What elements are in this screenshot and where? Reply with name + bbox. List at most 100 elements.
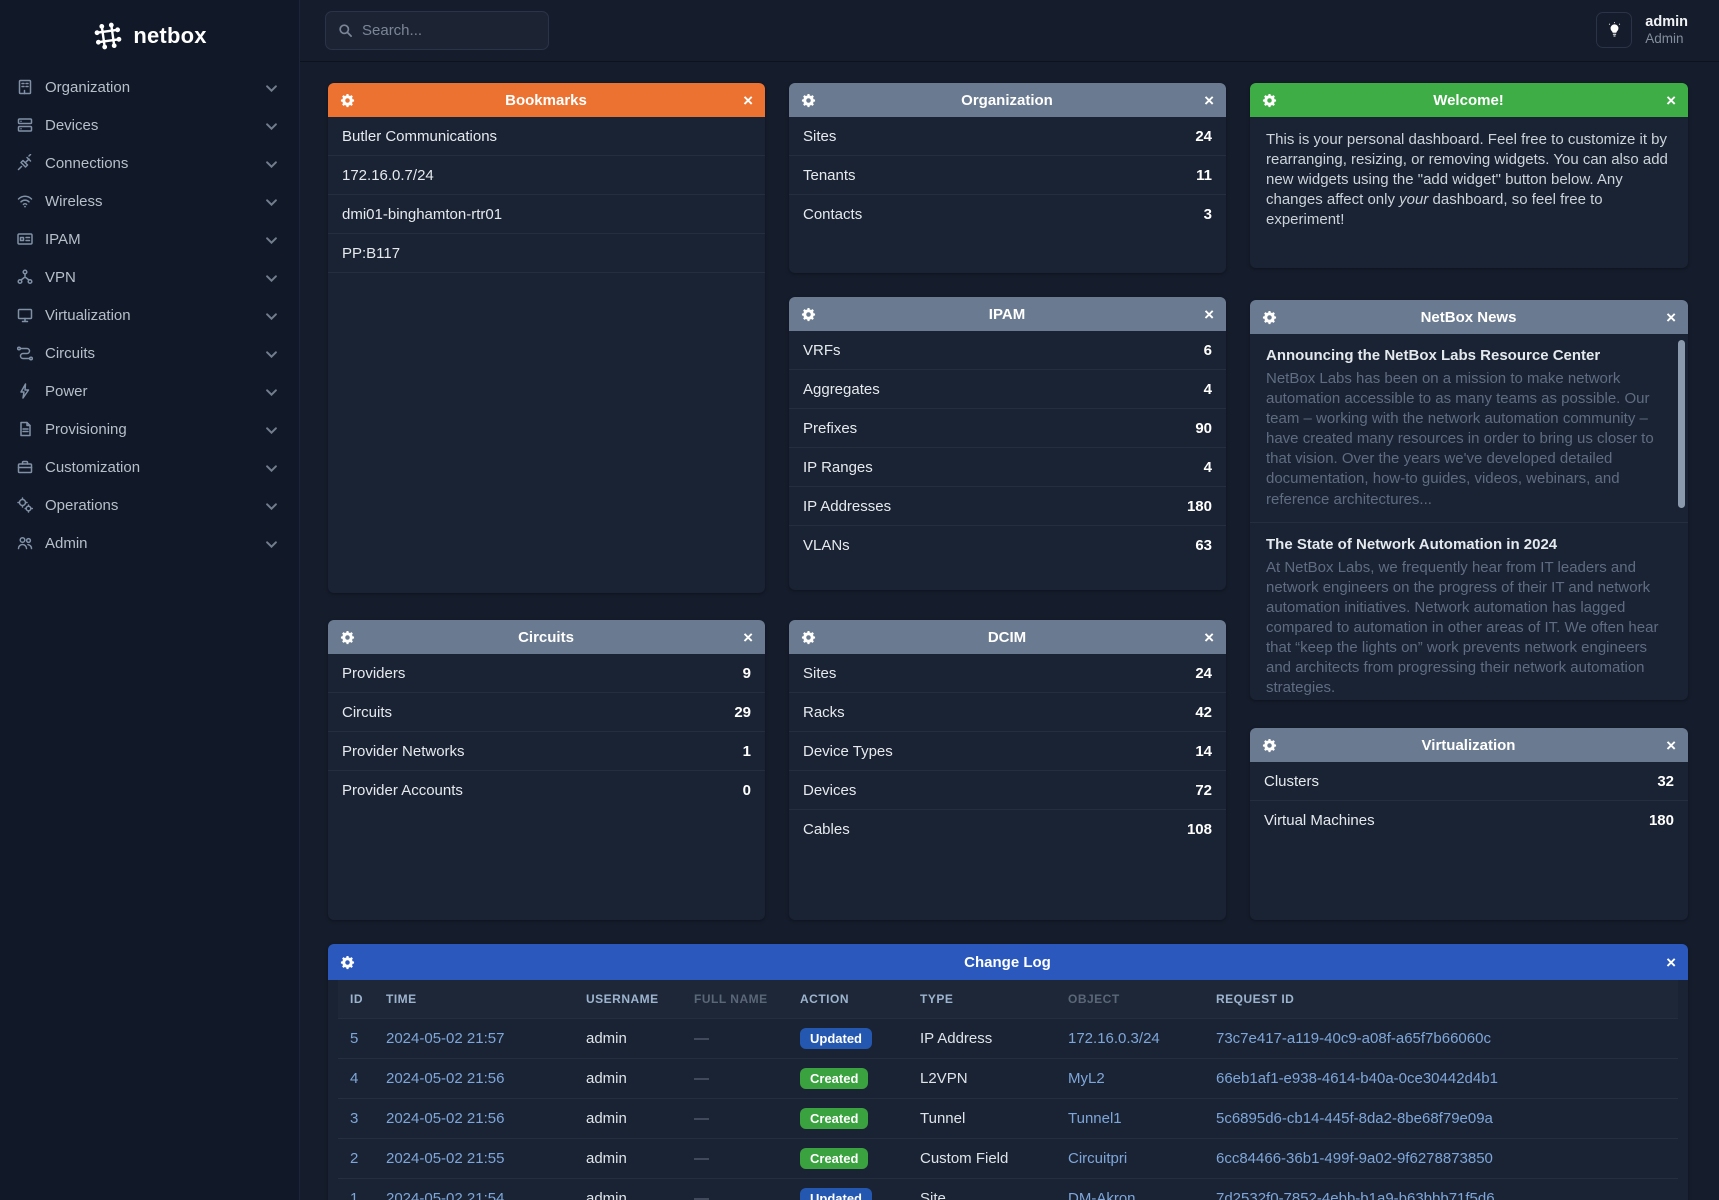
widget-close-icon[interactable]: × bbox=[743, 627, 753, 647]
news-article-title[interactable]: Announcing the NetBox Labs Resource Cent… bbox=[1266, 347, 1601, 364]
widget-close-icon[interactable]: × bbox=[1666, 307, 1676, 327]
stat-link[interactable]: Contacts bbox=[803, 206, 863, 223]
widget-config-gear-icon[interactable] bbox=[1262, 310, 1277, 325]
change-id-link[interactable]: 5 bbox=[350, 1029, 359, 1047]
column-header-type[interactable]: TYPE bbox=[908, 980, 1056, 1019]
stat-link[interactable]: VLANs bbox=[803, 537, 850, 554]
sidebar-item-virtualization[interactable]: Virtualization bbox=[0, 296, 299, 334]
user-menu[interactable]: admin Admin bbox=[1645, 14, 1688, 46]
change-id-link[interactable]: 2 bbox=[350, 1149, 359, 1167]
stat-link[interactable]: Racks bbox=[803, 703, 845, 721]
column-header-id[interactable]: ID bbox=[338, 980, 374, 1019]
widget-close-icon[interactable]: × bbox=[1204, 304, 1214, 324]
change-time-link[interactable]: 2024-05-02 21:54 bbox=[386, 1189, 505, 1200]
sidebar-item-operations[interactable]: Operations bbox=[0, 486, 299, 524]
stat-link[interactable]: Tenants bbox=[803, 166, 856, 184]
ipam-widget: IPAM × VRFs 6 Aggregates 4 Prefixes 90 IP R… bbox=[789, 297, 1226, 590]
change-request-id-link[interactable]: 5c6895d6-cb14-445f-8da2-8be68f79e09a bbox=[1216, 1109, 1493, 1127]
stat-row: IP Ranges 4 bbox=[789, 448, 1226, 487]
widget-close-icon[interactable]: × bbox=[1666, 952, 1676, 972]
widget-close-icon[interactable]: × bbox=[1204, 90, 1214, 110]
stat-link[interactable]: Sites bbox=[803, 664, 837, 682]
user-role: Admin bbox=[1645, 30, 1684, 46]
widget-close-icon[interactable]: × bbox=[743, 90, 753, 110]
netbox-logo[interactable]: netbox bbox=[0, 0, 299, 58]
widget-close-icon[interactable]: × bbox=[1204, 627, 1214, 647]
bookmark-item[interactable]: Butler Communications bbox=[328, 117, 765, 156]
column-header-action[interactable]: ACTION bbox=[788, 980, 908, 1019]
widget-config-gear-icon[interactable] bbox=[1262, 738, 1277, 753]
news-article-title[interactable]: The State of Network Automation in 2024 bbox=[1266, 535, 1558, 553]
sidebar-item-vpn[interactable]: VPN bbox=[0, 258, 299, 296]
widget-config-gear-icon[interactable] bbox=[1262, 93, 1277, 108]
column-header-full-name: FULL NAME bbox=[682, 980, 788, 1019]
stat-link[interactable]: Prefixes bbox=[803, 419, 858, 437]
bookmark-item[interactable]: dmi01-binghamton-rtr01 bbox=[328, 195, 765, 234]
stat-link[interactable]: Providers bbox=[342, 664, 406, 682]
change-object-link[interactable]: 172.16.0.3/24 bbox=[1068, 1029, 1160, 1047]
change-object-link[interactable]: Tunnel1 bbox=[1068, 1109, 1122, 1127]
stat-link[interactable]: Sites bbox=[803, 127, 837, 145]
change-id-link[interactable]: 4 bbox=[350, 1069, 359, 1087]
change-request-id-link[interactable]: 6cc84466-36b1-499f-9a02-9f6278873850 bbox=[1216, 1149, 1493, 1167]
sidebar-item-ipam[interactable]: IPAM bbox=[0, 220, 299, 258]
sidebar-item-admin[interactable]: Admin bbox=[0, 524, 299, 562]
stat-link[interactable]: VRFs bbox=[803, 341, 841, 359]
stat-link[interactable]: Provider Networks bbox=[342, 742, 465, 760]
change-id-link[interactable]: 1 bbox=[350, 1189, 359, 1200]
sidebar-item-circuits[interactable]: Circuits bbox=[0, 334, 299, 372]
widget-close-icon[interactable]: × bbox=[1666, 90, 1676, 110]
widget-close-icon[interactable]: × bbox=[1666, 735, 1676, 755]
stat-link[interactable]: Provider Accounts bbox=[342, 782, 463, 799]
stat-link[interactable]: Virtual Machines bbox=[1264, 812, 1375, 829]
sidebar-item-provisioning[interactable]: Provisioning bbox=[0, 410, 299, 448]
change-object-link[interactable]: MyL2 bbox=[1068, 1069, 1105, 1087]
change-request-id-link[interactable]: 7d2532f0-7852-4ebb-b1a9-b63bbb71f5d6 bbox=[1216, 1189, 1495, 1200]
stat-link[interactable]: IP Addresses bbox=[803, 497, 892, 515]
stat-link[interactable]: Devices bbox=[803, 781, 857, 799]
stat-link[interactable]: Clusters bbox=[1264, 772, 1320, 790]
stat-link[interactable]: IP Ranges bbox=[803, 458, 873, 476]
sidebar-item-power[interactable]: Power bbox=[0, 372, 299, 410]
theme-toggle-button[interactable] bbox=[1596, 12, 1633, 48]
widget-config-gear-icon[interactable] bbox=[801, 93, 816, 108]
change-time-link[interactable]: 2024-05-02 21:56 bbox=[386, 1069, 505, 1087]
stat-link[interactable]: Circuits bbox=[342, 703, 393, 721]
change-object-link[interactable]: DM-Akron bbox=[1068, 1189, 1136, 1200]
monitor-icon bbox=[16, 306, 34, 324]
sidebar-item-connections[interactable]: Connections bbox=[0, 144, 299, 182]
change-time-link[interactable]: 2024-05-02 21:57 bbox=[386, 1029, 505, 1047]
stat-link[interactable]: Aggregates bbox=[803, 380, 880, 398]
stat-row: Circuits 29 bbox=[328, 693, 765, 732]
column-header-username[interactable]: USERNAME bbox=[574, 980, 682, 1019]
main-area: admin Admin Bookmarks × Butler Communica… bbox=[300, 0, 1719, 1200]
stat-link[interactable]: Device Types bbox=[803, 742, 893, 760]
sidebar-item-organization[interactable]: Organization bbox=[0, 68, 299, 106]
change-request-id-link[interactable]: 73c7e417-a119-40c9-a08f-a65f7b66060c bbox=[1216, 1029, 1491, 1047]
column-header-time[interactable]: TIME bbox=[374, 980, 574, 1019]
bookmark-item[interactable]: 172.16.0.7/24 bbox=[328, 156, 765, 195]
change-username: admin bbox=[586, 1109, 627, 1127]
widget-config-gear-icon[interactable] bbox=[801, 307, 816, 322]
change-time-link[interactable]: 2024-05-02 21:55 bbox=[386, 1149, 505, 1167]
widget-config-gear-icon[interactable] bbox=[340, 93, 355, 108]
change-time-link[interactable]: 2024-05-02 21:56 bbox=[386, 1109, 505, 1127]
widget-config-gear-icon[interactable] bbox=[340, 630, 355, 645]
sidebar-item-label: Organization bbox=[45, 78, 131, 96]
column-header-request-id[interactable]: REQUEST ID bbox=[1204, 980, 1678, 1019]
circuits-widget: Circuits × Providers 9 Circuits 29 Provide… bbox=[328, 620, 765, 920]
change-username: admin bbox=[586, 1069, 627, 1087]
search-input[interactable] bbox=[362, 22, 522, 39]
change-id-link[interactable]: 3 bbox=[350, 1109, 359, 1127]
news-scrollbar[interactable] bbox=[1678, 340, 1685, 508]
change-request-id-link[interactable]: 66eb1af1-e938-4614-b40a-0ce30442d4b1 bbox=[1216, 1069, 1498, 1087]
bookmark-item[interactable]: PP:B117 bbox=[328, 234, 765, 273]
stat-link[interactable]: Cables bbox=[803, 821, 850, 838]
sidebar-item-customization[interactable]: Customization bbox=[0, 448, 299, 486]
sidebar-item-wireless[interactable]: Wireless bbox=[0, 182, 299, 220]
widget-config-gear-icon[interactable] bbox=[801, 630, 816, 645]
stat-row: Sites 24 bbox=[789, 654, 1226, 693]
sidebar-item-devices[interactable]: Devices bbox=[0, 106, 299, 144]
widget-config-gear-icon[interactable] bbox=[340, 955, 355, 970]
change-object-link[interactable]: Circuitpri bbox=[1068, 1149, 1128, 1167]
